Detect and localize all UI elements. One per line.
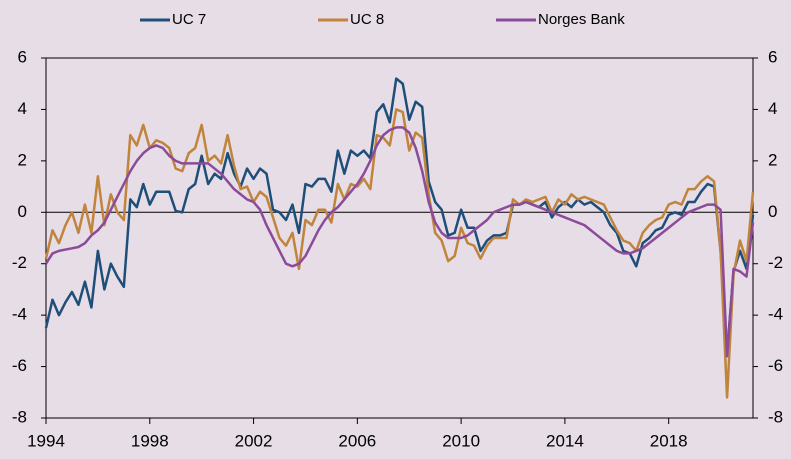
x-tick-label: 2014	[546, 431, 584, 450]
y2-tick-label: -4	[768, 305, 783, 324]
x-tick-label: 2010	[442, 431, 480, 450]
y-tick-label: -6	[12, 356, 27, 375]
series-line	[44, 108, 755, 399]
y-tick-label: -2	[12, 253, 27, 272]
y-tick-label: 2	[18, 150, 27, 169]
plot-area	[45, 57, 754, 419]
y2-tick-label: -8	[768, 407, 783, 426]
y2-tick-label: 2	[768, 150, 777, 169]
y2-tick-label: 4	[768, 99, 777, 118]
y2-tick-label: -2	[768, 253, 783, 272]
legend-label: UC 8	[350, 11, 384, 28]
y2-tick-label: 6	[768, 47, 777, 66]
y-tick-label: -4	[12, 305, 27, 324]
y-tick-label: 4	[18, 99, 27, 118]
legend-label: Norges Bank	[538, 11, 625, 28]
series-line	[44, 126, 755, 358]
legend-label: UC 7	[172, 11, 206, 28]
series-line	[44, 77, 755, 355]
x-tick-label: 2006	[338, 431, 376, 450]
x-tick-label: 1998	[131, 431, 169, 450]
y-tick-label: -8	[12, 407, 27, 426]
y2-tick-label: -6	[768, 356, 783, 375]
y-tick-label: 0	[18, 202, 27, 221]
x-tick-label: 2018	[650, 431, 688, 450]
y-tick-label: 6	[18, 47, 27, 66]
x-tick-label: 2002	[235, 431, 273, 450]
x-tick-label: 1994	[27, 431, 65, 450]
y2-tick-label: 0	[768, 202, 777, 221]
